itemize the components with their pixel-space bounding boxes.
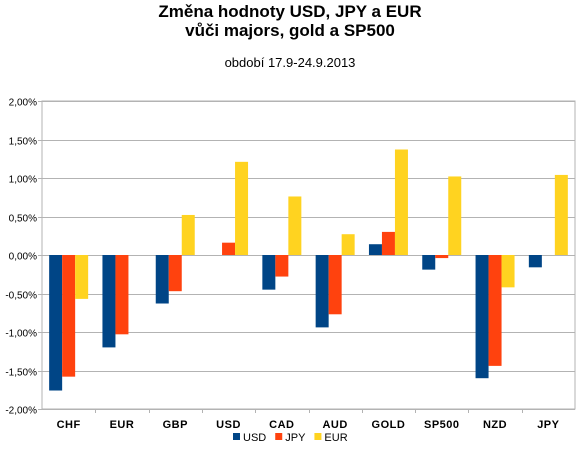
bar-usd-sp500 [422,255,436,270]
bar-eur-jpy [554,174,568,255]
chart-subtitle: období 17.9-24.9.2013 [224,55,356,70]
bar-eur-nzd [501,255,515,288]
bar-jpy-chf [62,255,76,377]
bar-usd-gbp [155,255,169,304]
bar-jpy-gbp [168,255,182,292]
bar-jpy-sp500 [435,255,449,259]
y-tick-label: -2,00% [5,406,37,417]
chart-title-line2: vůči majors, gold a SP500 [185,21,395,40]
y-tick-label: -1,50% [5,368,37,379]
x-tick-label: CAD [269,419,294,431]
x-tick-label: GBP [163,419,188,431]
y-tick-label: 0,50% [9,214,37,225]
y-tick-label: 1,50% [9,137,37,148]
x-tick-label: CHF [57,419,81,431]
legend-label-jpy: JPY [285,432,306,444]
bar-eur-gold [394,149,408,255]
x-tick-label: JPY [537,419,559,431]
legend-swatch-usd [233,433,240,440]
bar-usd-jpy [528,255,542,268]
bar-jpy-gold [381,231,395,255]
y-tick-label: 0,00% [9,252,37,263]
bar-usd-aud [315,255,329,328]
legend-label-usd: USD [243,432,266,444]
bar-eur-cad [288,196,302,255]
x-tick-label: NZD [483,419,507,431]
chart-title-line1: Změna hodnoty USD, JPY a EUR [158,2,422,21]
x-tick-label: EUR [110,419,135,431]
bar-usd-eur [102,255,116,348]
legend-swatch-jpy [275,433,283,440]
bar-usd-cad [262,255,276,290]
legend-label-eur: EUR [324,432,347,444]
bar-usd-gold [368,244,382,255]
y-tick-label: 2,00% [9,98,37,109]
x-tick-label: SP500 [424,419,460,431]
bar-jpy-usd [222,242,236,255]
y-tick-label: 1,00% [9,175,37,186]
bar-jpy-cad [275,255,289,277]
bar-jpy-nzd [488,255,502,366]
bar-usd-nzd [475,255,489,379]
bar-jpy-eur [115,255,129,335]
legend-swatch-eur [314,433,322,440]
bar-eur-gbp [181,214,195,255]
y-tick-label: -0,50% [5,291,37,302]
bar-eur-aud [341,234,355,255]
bar-jpy-aud [328,255,342,315]
bar-eur-sp500 [448,176,462,255]
bar-eur-usd [235,161,249,255]
x-tick-label: GOLD [372,419,406,431]
bar-usd-chf [49,255,63,391]
x-tick-label: AUD [322,419,347,431]
y-tick-label: -1,00% [5,329,37,340]
x-tick-label: USD [216,419,241,431]
bar-eur-chf [75,255,89,299]
